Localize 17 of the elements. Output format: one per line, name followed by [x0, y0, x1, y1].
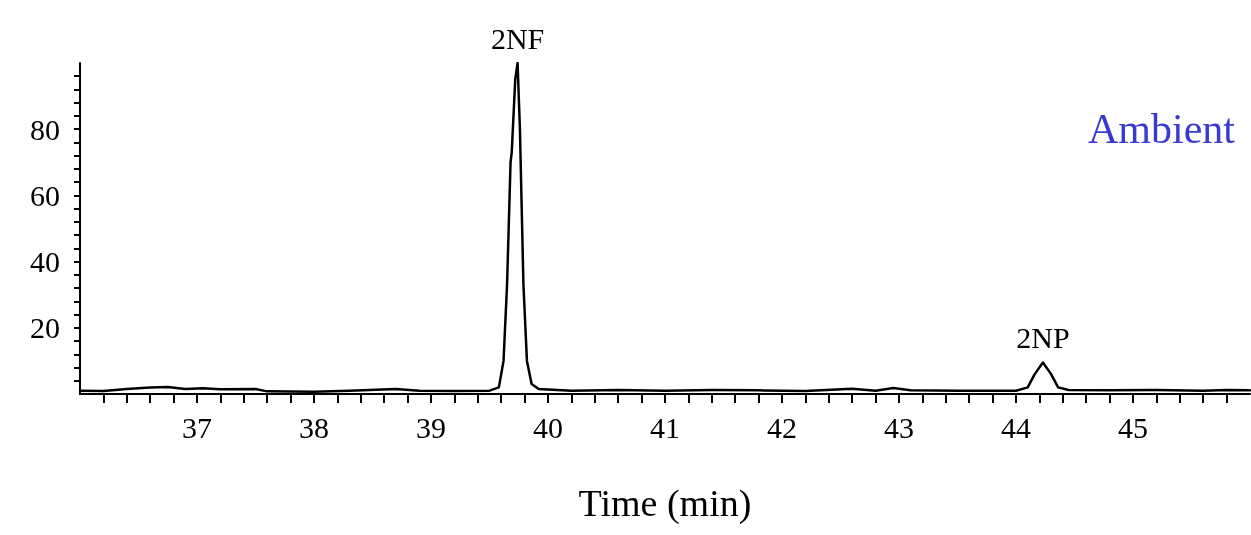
x-tick-label: 40 [533, 410, 563, 444]
x-tick-label: 37 [182, 410, 212, 444]
y-tick-label: 20 [30, 311, 60, 345]
y-tick-label: 80 [30, 112, 60, 146]
y-tick-label: 40 [30, 245, 60, 279]
annotation: 2NF [490, 21, 545, 55]
x-tick-label: 43 [884, 410, 914, 444]
y-tick-label: 60 [30, 178, 60, 212]
x-tick-label: 39 [416, 410, 446, 444]
x-tick-label: 38 [299, 410, 329, 444]
x-tick-label: 44 [1001, 410, 1031, 444]
x-tick-label: 45 [1118, 410, 1148, 444]
x-tick-label: 41 [650, 410, 680, 444]
annotation: Ambient [1088, 106, 1236, 152]
x-axis-title: Time (min) [578, 482, 752, 525]
x-tick-label: 42 [767, 410, 797, 444]
annotation: 2NP [1016, 321, 1070, 355]
